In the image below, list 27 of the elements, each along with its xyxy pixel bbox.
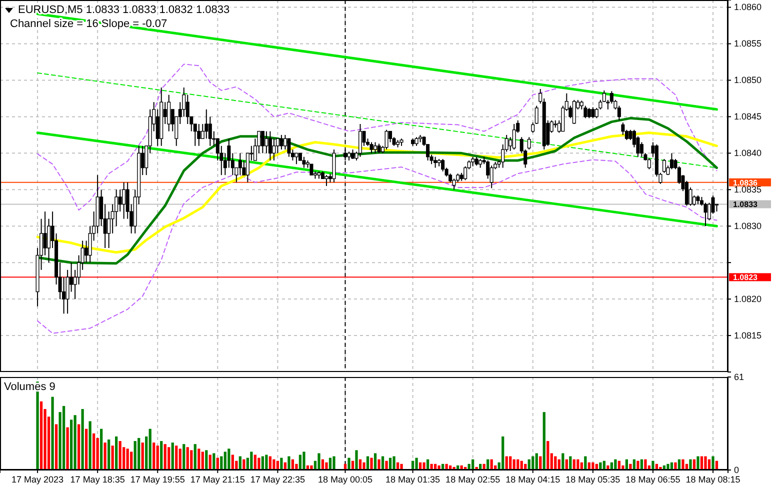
x-tick-label: 18 May 02:55 [446,474,500,484]
y-tick-label: 1.0855 [734,38,762,49]
chart-title: EURUSD,M5 1.0833 1.0833 1.0832 1.0833 [18,4,230,16]
x-tick-label: 17 May 21:15 [190,474,245,484]
ref-line-label: 1.0833 [733,200,758,210]
y-tick-label: 1.0845 [734,112,762,122]
x-tick-label: 18 May 06:55 [626,474,680,484]
x-tick-label: 18 May 05:35 [566,474,620,484]
x-tick-label: 17 May 19:55 [130,474,185,484]
y-tick-label: 1.0860 [734,2,762,12]
y-tick-label: 1.0820 [734,294,762,304]
y-tick-label: 1.0830 [734,221,762,231]
x-tick-label: 17 May 22:35 [250,474,305,484]
ref-line-label: 1.0823 [733,273,758,282]
x-tick-label: 17 May 2023 [12,474,64,484]
y-tick-label: 0 [734,464,740,475]
x-tick-label: 18 May 00:05 [318,474,373,484]
x-tick-label: 18 May 04:15 [506,474,560,484]
x-tick-label: 18 May 08:15 [686,474,740,484]
x-tick-label: 17 May 18:35 [70,474,125,484]
y-tick-label: 1.0815 [734,330,762,340]
x-tick-label: 18 May 01:35 [386,474,440,484]
y-tick-label: 61 [734,372,744,382]
y-tick-label: 1.0835 [734,184,762,195]
y-tick-label: 1.0850 [734,75,762,86]
y-tick-label: 1.0840 [734,148,762,158]
ref-line-label: 1.0836 [733,178,758,188]
